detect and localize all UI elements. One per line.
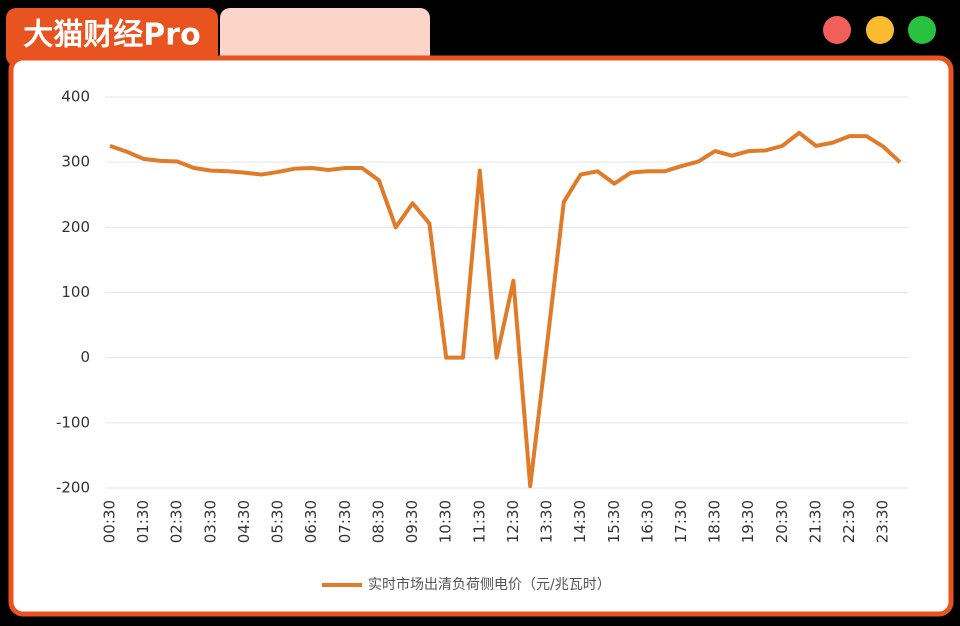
x-tick-label: 11:30: [470, 500, 488, 543]
series-line: [109, 130, 902, 489]
y-tick-label: 100: [61, 283, 90, 301]
x-tick-label: 16:30: [638, 500, 656, 543]
x-tick-label: 00:30: [101, 500, 119, 543]
x-tick-label: 07:30: [336, 500, 354, 543]
y-tick-label: -200: [56, 479, 90, 497]
x-tick-label: 20:30: [773, 500, 791, 543]
x-tick-label: 09:30: [403, 500, 421, 543]
x-tick-label: 04:30: [235, 500, 253, 543]
plot: -200 -100 0 100 200 300 400 00:30 01:30 02:30 03:3…: [56, 88, 908, 593]
maximize-button[interactable]: [908, 16, 936, 44]
x-tick-label: 06:30: [302, 500, 320, 543]
x-tick-label: 03:30: [201, 500, 219, 543]
close-button[interactable]: [823, 16, 851, 44]
y-tick-label: 0: [80, 348, 90, 366]
brand-tab[interactable]: [6, 8, 218, 66]
x-tick-label: 23:30: [874, 500, 892, 543]
x-tick-label: 15:30: [605, 500, 623, 543]
x-tick-label: 02:30: [168, 500, 186, 543]
x-tick-label: 14:30: [571, 500, 589, 543]
x-tick-label: 18:30: [706, 500, 724, 543]
brand: 大猫财经Pro: [23, 18, 200, 53]
x-tick-label: 10:30: [437, 500, 455, 543]
x-tick-label: 05:30: [269, 500, 287, 543]
tab[interactable]: [220, 8, 430, 66]
y-tick-label: 300: [61, 153, 90, 171]
x-tick-label: 13:30: [538, 500, 556, 543]
y-tick-label: 200: [61, 218, 90, 236]
x-tick-label: 22:30: [840, 500, 858, 543]
x-tick-label: 17:30: [672, 500, 690, 543]
legend-label: 实时市场出清负荷侧电价（元/兆瓦时）: [368, 576, 611, 593]
y-tick-label: -100: [56, 413, 90, 431]
x-tick-label: 08:30: [369, 500, 387, 543]
chart-panel: [8, 55, 954, 617]
x-tick-label: 21:30: [806, 500, 824, 543]
x-tick-label: 19:30: [739, 500, 757, 543]
x-tick-label: 12:30: [504, 500, 522, 543]
y-tick-label: 400: [61, 88, 90, 106]
x-tick-label: 01:30: [134, 500, 152, 543]
minimize-button[interactable]: [866, 16, 894, 44]
